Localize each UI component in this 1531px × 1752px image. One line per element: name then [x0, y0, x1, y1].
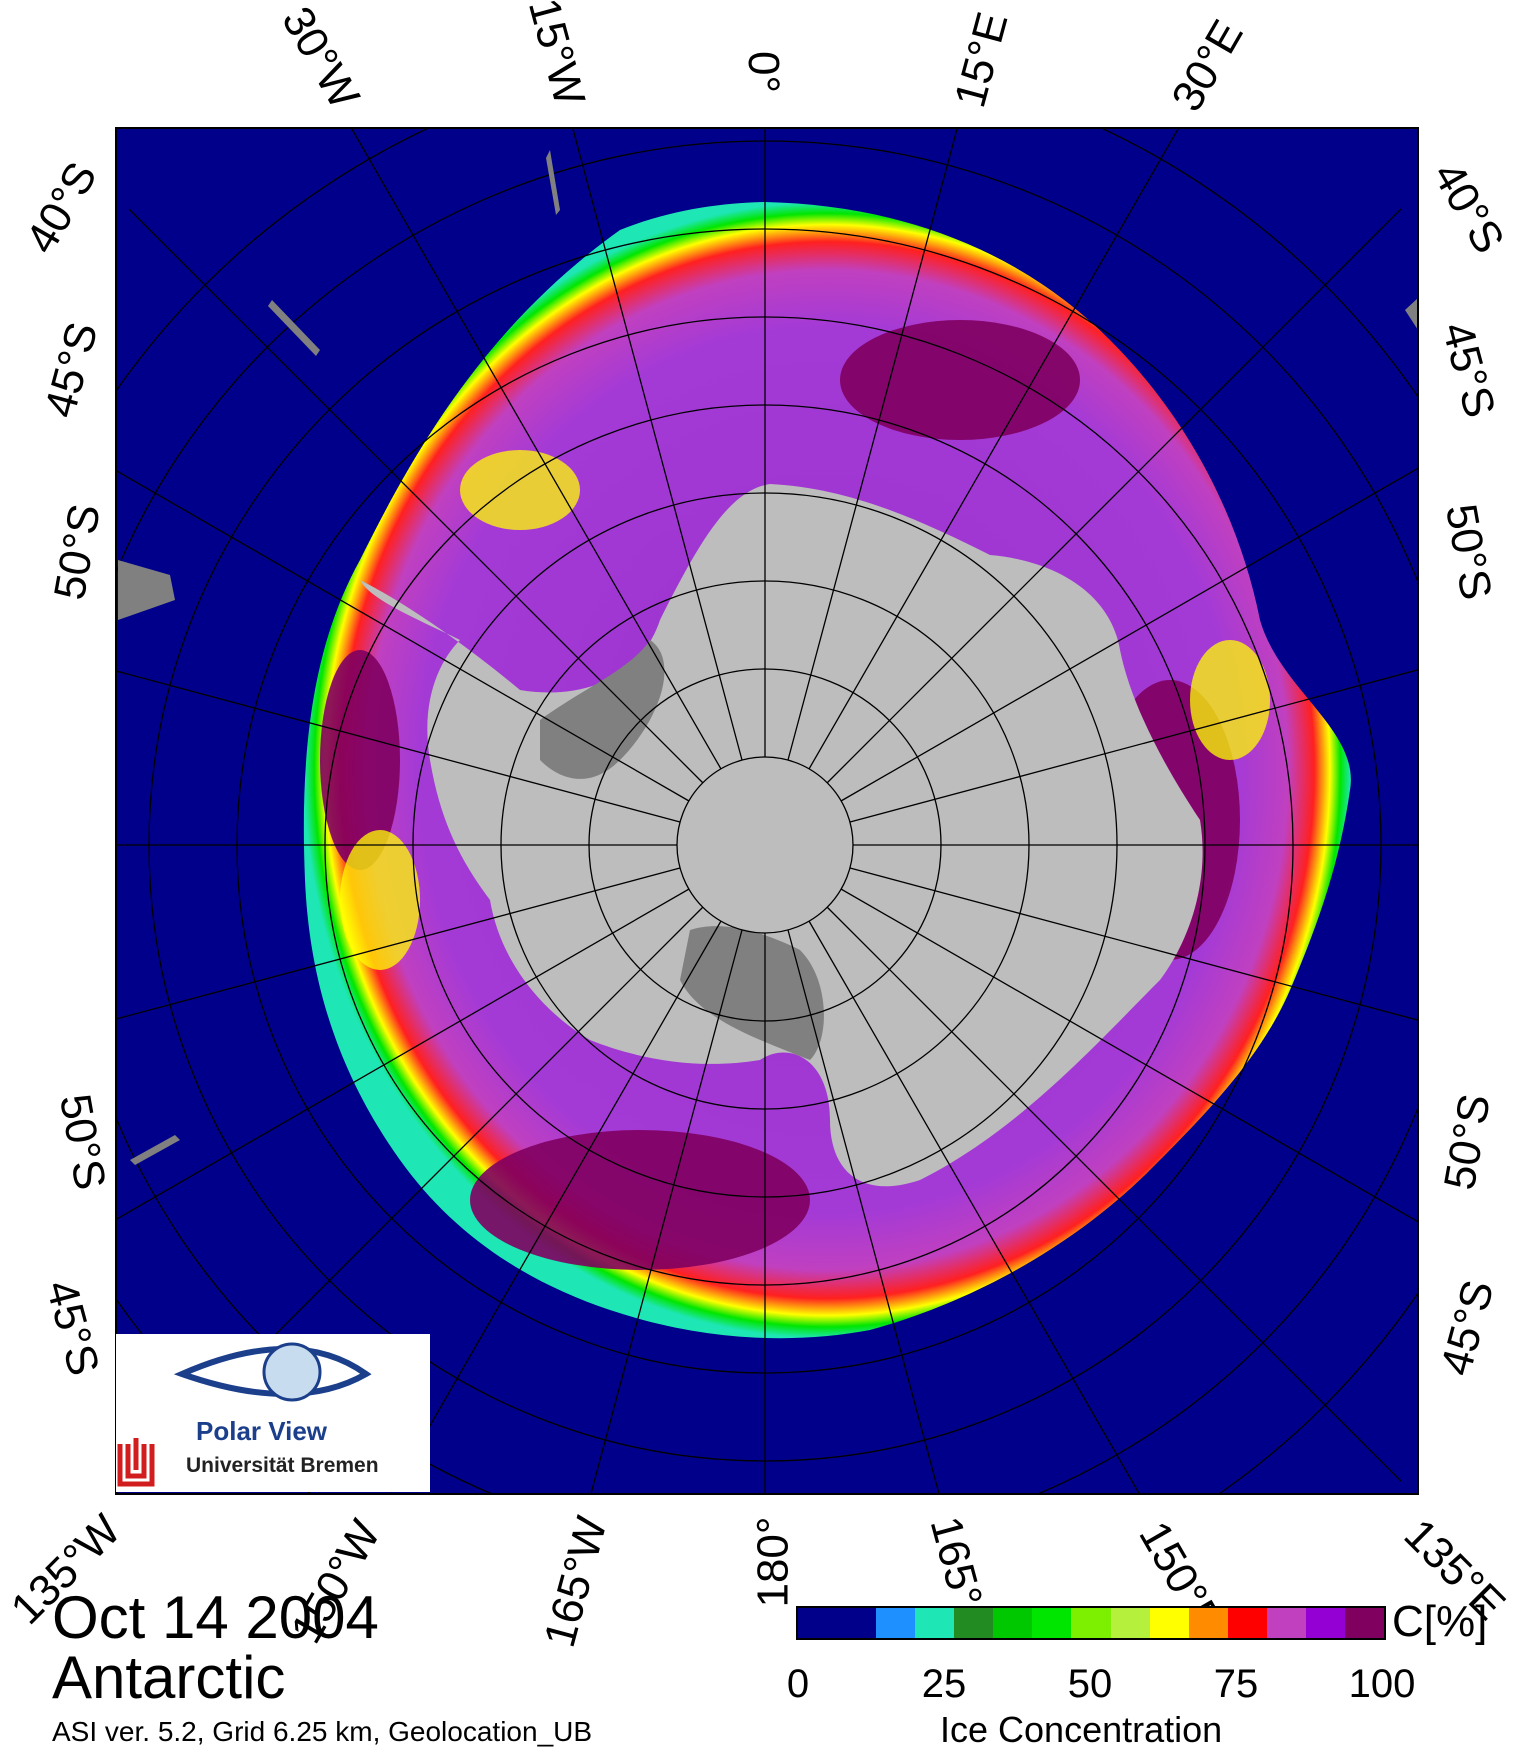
- colorbar-swatch: [876, 1608, 916, 1638]
- map-region: Antarctic: [52, 1644, 286, 1711]
- map-frame: [115, 127, 1419, 1495]
- colorbar-tick: 25: [921, 1662, 967, 1706]
- colorbar-swatch: [837, 1608, 877, 1638]
- colorbar-tick: 0: [786, 1662, 810, 1706]
- colorbar-tick: 100: [1348, 1662, 1416, 1706]
- colorbar-swatch: [915, 1608, 955, 1638]
- colorbar-swatch: [1344, 1608, 1384, 1638]
- logo-name: Polar View: [196, 1416, 328, 1446]
- polar-view-logo: Polar View Universität Bremen: [116, 1334, 430, 1492]
- colorbar-swatch: [1266, 1608, 1306, 1638]
- dense-ice-west: [320, 650, 400, 870]
- colorbar-swatch: [1305, 1608, 1345, 1638]
- island-1: [546, 150, 560, 215]
- colorbar-swatch: [1188, 1608, 1228, 1638]
- dense-ice-south: [470, 1130, 810, 1270]
- colorbar-swatch: [1071, 1608, 1111, 1638]
- bremen-icon: [117, 1438, 155, 1487]
- colorbar-swatch: [1032, 1608, 1072, 1638]
- island-4: [130, 1135, 180, 1165]
- lon-label-bottom: 180°: [748, 1516, 798, 1608]
- ronne-ice-shelf: [540, 640, 665, 779]
- colorbar: [796, 1606, 1386, 1640]
- low-ice-east: [1190, 640, 1270, 760]
- low-ice-west: [340, 830, 420, 970]
- dense-ice-north: [840, 320, 1080, 440]
- ross-ice-shelf: [680, 926, 824, 1060]
- map-date: Oct 14 2004: [52, 1584, 379, 1651]
- colorbar-tick: 50: [1067, 1662, 1113, 1706]
- eye-icon: [173, 1346, 372, 1397]
- island-5: [1405, 298, 1418, 330]
- island-2: [268, 300, 320, 356]
- colorbar-swatch: [954, 1608, 994, 1638]
- colorbar-swatch: [1110, 1608, 1150, 1638]
- colorbar-tick: 75: [1213, 1662, 1259, 1706]
- logo-university: Universität Bremen: [186, 1454, 379, 1477]
- colorbar-swatch: [993, 1608, 1033, 1638]
- lon-label-top: 0°: [739, 50, 789, 94]
- island-3: [118, 560, 175, 620]
- colorbar-swatch: [1227, 1608, 1267, 1638]
- colorbar-title: Ice Concentration: [940, 1709, 1223, 1750]
- map-info: ASI ver. 5.2, Grid 6.25 km, Geolocation_…: [52, 1716, 593, 1747]
- antarctica-land: [360, 484, 1203, 1187]
- colorbar-swatch: [798, 1608, 838, 1638]
- colorbar-unit: C[%]: [1392, 1597, 1488, 1646]
- colorbar-swatch: [1149, 1608, 1189, 1638]
- low-ice-weddell: [460, 450, 580, 530]
